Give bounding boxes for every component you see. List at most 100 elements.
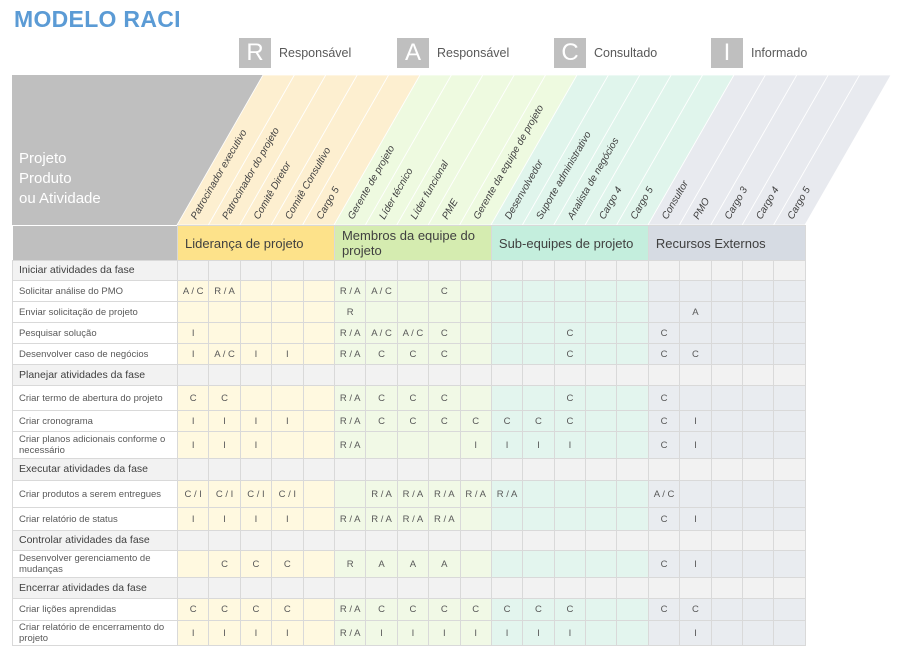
raci-cell[interactable] <box>616 322 649 344</box>
raci-cell[interactable]: I <box>176 322 210 344</box>
raci-cell[interactable] <box>459 280 492 302</box>
raci-cell[interactable]: C <box>208 385 241 411</box>
raci-cell[interactable]: I <box>271 410 304 432</box>
raci-cell[interactable] <box>773 598 806 621</box>
raci-cell[interactable] <box>428 301 461 323</box>
raci-cell[interactable]: C <box>428 598 461 621</box>
raci-cell[interactable] <box>773 343 806 365</box>
raci-cell[interactable] <box>522 385 555 411</box>
raci-cell[interactable]: I <box>176 410 210 432</box>
raci-cell[interactable] <box>710 620 744 646</box>
raci-cell[interactable] <box>522 480 555 508</box>
raci-cell[interactable]: I <box>176 431 210 459</box>
raci-cell[interactable]: I <box>271 507 304 531</box>
raci-cell[interactable]: R / A <box>333 385 367 411</box>
raci-cell[interactable] <box>271 280 304 302</box>
raci-cell[interactable] <box>459 343 492 365</box>
raci-cell[interactable] <box>647 620 681 646</box>
raci-cell[interactable] <box>616 550 649 578</box>
raci-cell[interactable] <box>742 280 775 302</box>
raci-cell[interactable]: I <box>522 620 555 646</box>
raci-cell[interactable] <box>271 322 304 344</box>
raci-cell[interactable] <box>396 280 430 302</box>
raci-cell[interactable]: R / A <box>208 280 241 302</box>
raci-cell[interactable] <box>710 480 744 508</box>
raci-cell[interactable] <box>459 550 492 578</box>
raci-cell[interactable]: C <box>396 343 430 365</box>
raci-cell[interactable]: R / A <box>333 598 367 621</box>
raci-cell[interactable]: R / A <box>396 507 430 531</box>
raci-cell[interactable]: R / A <box>333 507 367 531</box>
raci-cell[interactable]: C <box>647 598 681 621</box>
raci-cell[interactable] <box>773 507 806 531</box>
raci-cell[interactable] <box>396 301 430 323</box>
raci-cell[interactable]: I <box>679 507 712 531</box>
raci-cell[interactable] <box>302 385 335 411</box>
raci-cell[interactable]: R / A <box>333 620 367 646</box>
raci-cell[interactable] <box>459 507 492 531</box>
raci-cell[interactable]: C <box>428 385 461 411</box>
raci-cell[interactable]: C <box>271 598 304 621</box>
raci-cell[interactable] <box>490 507 524 531</box>
raci-cell[interactable]: C <box>647 507 681 531</box>
raci-cell[interactable] <box>459 301 492 323</box>
raci-cell[interactable]: I <box>679 620 712 646</box>
raci-cell[interactable] <box>302 480 335 508</box>
raci-cell[interactable]: A <box>365 550 398 578</box>
raci-cell[interactable] <box>710 507 744 531</box>
raci-cell[interactable]: R / A <box>333 431 367 459</box>
raci-cell[interactable]: C <box>553 598 587 621</box>
raci-cell[interactable]: C <box>522 598 555 621</box>
raci-cell[interactable]: C <box>365 385 398 411</box>
raci-cell[interactable] <box>302 550 335 578</box>
raci-cell[interactable] <box>522 322 555 344</box>
raci-cell[interactable]: I <box>459 620 492 646</box>
raci-cell[interactable] <box>585 550 618 578</box>
raci-cell[interactable] <box>302 343 335 365</box>
raci-cell[interactable]: C <box>365 343 398 365</box>
raci-cell[interactable]: R / A <box>490 480 524 508</box>
raci-cell[interactable]: C / I <box>271 480 304 508</box>
raci-cell[interactable] <box>585 480 618 508</box>
raci-cell[interactable] <box>616 620 649 646</box>
raci-cell[interactable] <box>710 322 744 344</box>
raci-cell[interactable] <box>239 301 273 323</box>
raci-cell[interactable]: I <box>553 620 587 646</box>
raci-cell[interactable]: C <box>679 598 712 621</box>
raci-cell[interactable]: R / A <box>396 480 430 508</box>
raci-cell[interactable] <box>490 385 524 411</box>
raci-cell[interactable]: C <box>208 550 241 578</box>
raci-cell[interactable] <box>679 322 712 344</box>
raci-cell[interactable]: C <box>490 598 524 621</box>
raci-cell[interactable] <box>239 322 273 344</box>
raci-cell[interactable]: C <box>239 550 273 578</box>
raci-cell[interactable]: I <box>176 507 210 531</box>
raci-cell[interactable]: A <box>396 550 430 578</box>
raci-cell[interactable]: C <box>271 550 304 578</box>
raci-cell[interactable]: C <box>396 385 430 411</box>
raci-cell[interactable] <box>742 431 775 459</box>
raci-cell[interactable] <box>742 598 775 621</box>
raci-cell[interactable] <box>585 620 618 646</box>
raci-cell[interactable] <box>302 431 335 459</box>
raci-cell[interactable] <box>742 550 775 578</box>
raci-cell[interactable]: C <box>553 322 587 344</box>
raci-cell[interactable]: A / C <box>365 280 398 302</box>
raci-cell[interactable] <box>522 343 555 365</box>
raci-cell[interactable]: C / I <box>176 480 210 508</box>
raci-cell[interactable]: R / A <box>365 507 398 531</box>
raci-cell[interactable] <box>365 301 398 323</box>
raci-cell[interactable] <box>679 480 712 508</box>
raci-cell[interactable]: C <box>679 343 712 365</box>
raci-cell[interactable] <box>239 280 273 302</box>
raci-cell[interactable] <box>365 431 398 459</box>
raci-cell[interactable]: C <box>428 343 461 365</box>
raci-cell[interactable]: C <box>176 598 210 621</box>
raci-cell[interactable]: R / A <box>365 480 398 508</box>
raci-cell[interactable]: I <box>239 431 273 459</box>
raci-cell[interactable] <box>710 280 744 302</box>
raci-cell[interactable]: C <box>647 431 681 459</box>
raci-cell[interactable]: C <box>365 410 398 432</box>
raci-cell[interactable]: I <box>208 410 241 432</box>
raci-cell[interactable]: C <box>208 598 241 621</box>
